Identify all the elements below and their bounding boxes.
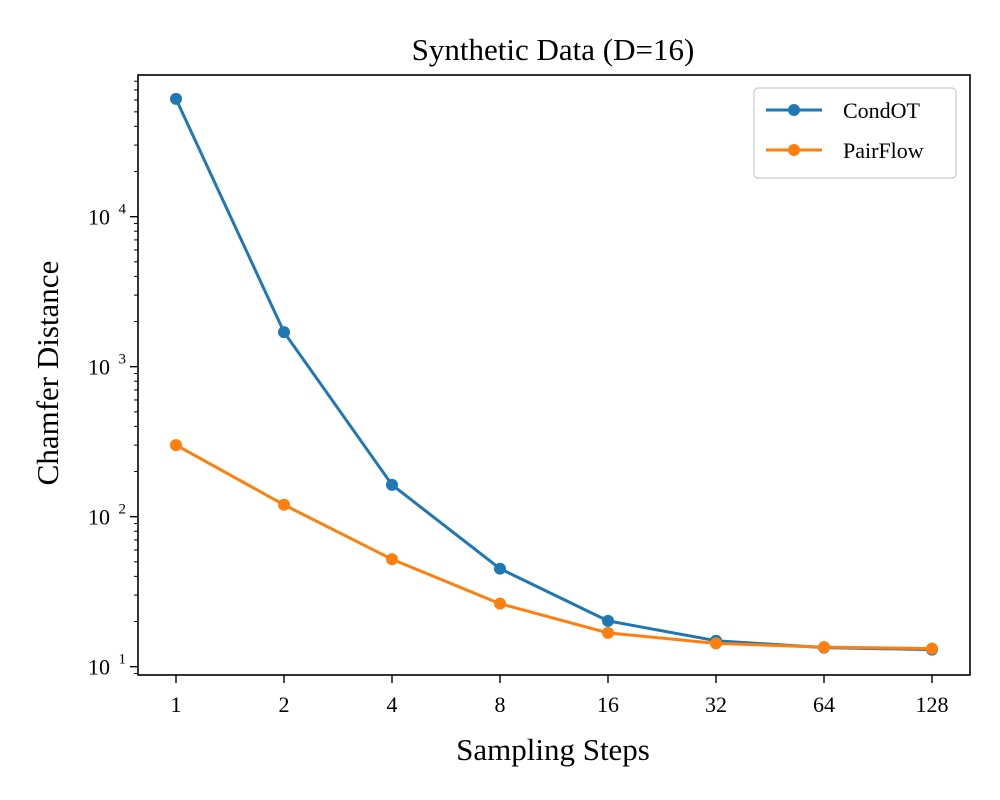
x-tick-label: 128 — [916, 692, 949, 717]
data-point-condot — [278, 326, 290, 339]
x-tick-label: 8 — [495, 692, 506, 717]
legend: CondOT PairFlow — [753, 87, 957, 179]
x-tick-label: 32 — [705, 692, 727, 717]
data-point-pairflow — [710, 637, 722, 650]
data-point-pairflow — [926, 642, 938, 655]
y-tick-label: 10 — [88, 655, 110, 680]
y-axis-label: Chamfer Distance — [30, 261, 65, 486]
legend-label-condot: CondOT — [843, 98, 921, 123]
data-point-pairflow — [386, 553, 398, 566]
data-point-pairflow — [818, 641, 830, 654]
y-tick-label: 10 — [88, 205, 110, 230]
y-tick-base: 10 — [88, 355, 110, 380]
y-tick-base: 10 — [88, 505, 110, 530]
legend-marker — [788, 144, 800, 156]
y-tick-base: 10 — [88, 205, 110, 230]
y-tick-label: 10 — [88, 355, 110, 380]
data-point-pairflow — [278, 498, 290, 511]
y-tick-exponent: 2 — [119, 502, 127, 518]
x-tick-label: 1 — [171, 692, 182, 717]
y-tick-base: 10 — [88, 655, 110, 680]
series-line-pairflow — [175, 443, 933, 651]
y-tick-exponent: 1 — [119, 652, 127, 668]
chart-title: Synthetic Data (D=16) — [412, 32, 695, 67]
data-point-condot — [170, 92, 182, 105]
axes-frame — [137, 74, 971, 676]
x-tick-label: 64 — [813, 692, 835, 717]
series-line-condot — [174, 98, 933, 652]
y-tick-exponent: 3 — [119, 352, 127, 368]
data-point-condot — [386, 478, 398, 491]
y-tick-label: 10 — [88, 505, 110, 530]
data-point-condot — [602, 614, 614, 627]
legend-marker — [788, 104, 800, 116]
y-tick-exponent: 4 — [119, 202, 127, 218]
data-point-pairflow — [602, 626, 614, 639]
x-tick-label: 4 — [387, 692, 398, 717]
plot-area: 1 2 4 8 16 32 64 128 10 1 10 2 10 3 10 4 — [88, 80, 949, 717]
legend-label-pairflow: PairFlow — [843, 138, 924, 163]
data-point-pairflow — [170, 439, 182, 452]
data-point-condot — [494, 562, 506, 575]
x-tick-label: 2 — [279, 692, 290, 717]
data-point-pairflow — [494, 597, 506, 610]
x-axis-label: Sampling Steps — [456, 732, 650, 767]
x-tick-label: 16 — [597, 692, 619, 717]
